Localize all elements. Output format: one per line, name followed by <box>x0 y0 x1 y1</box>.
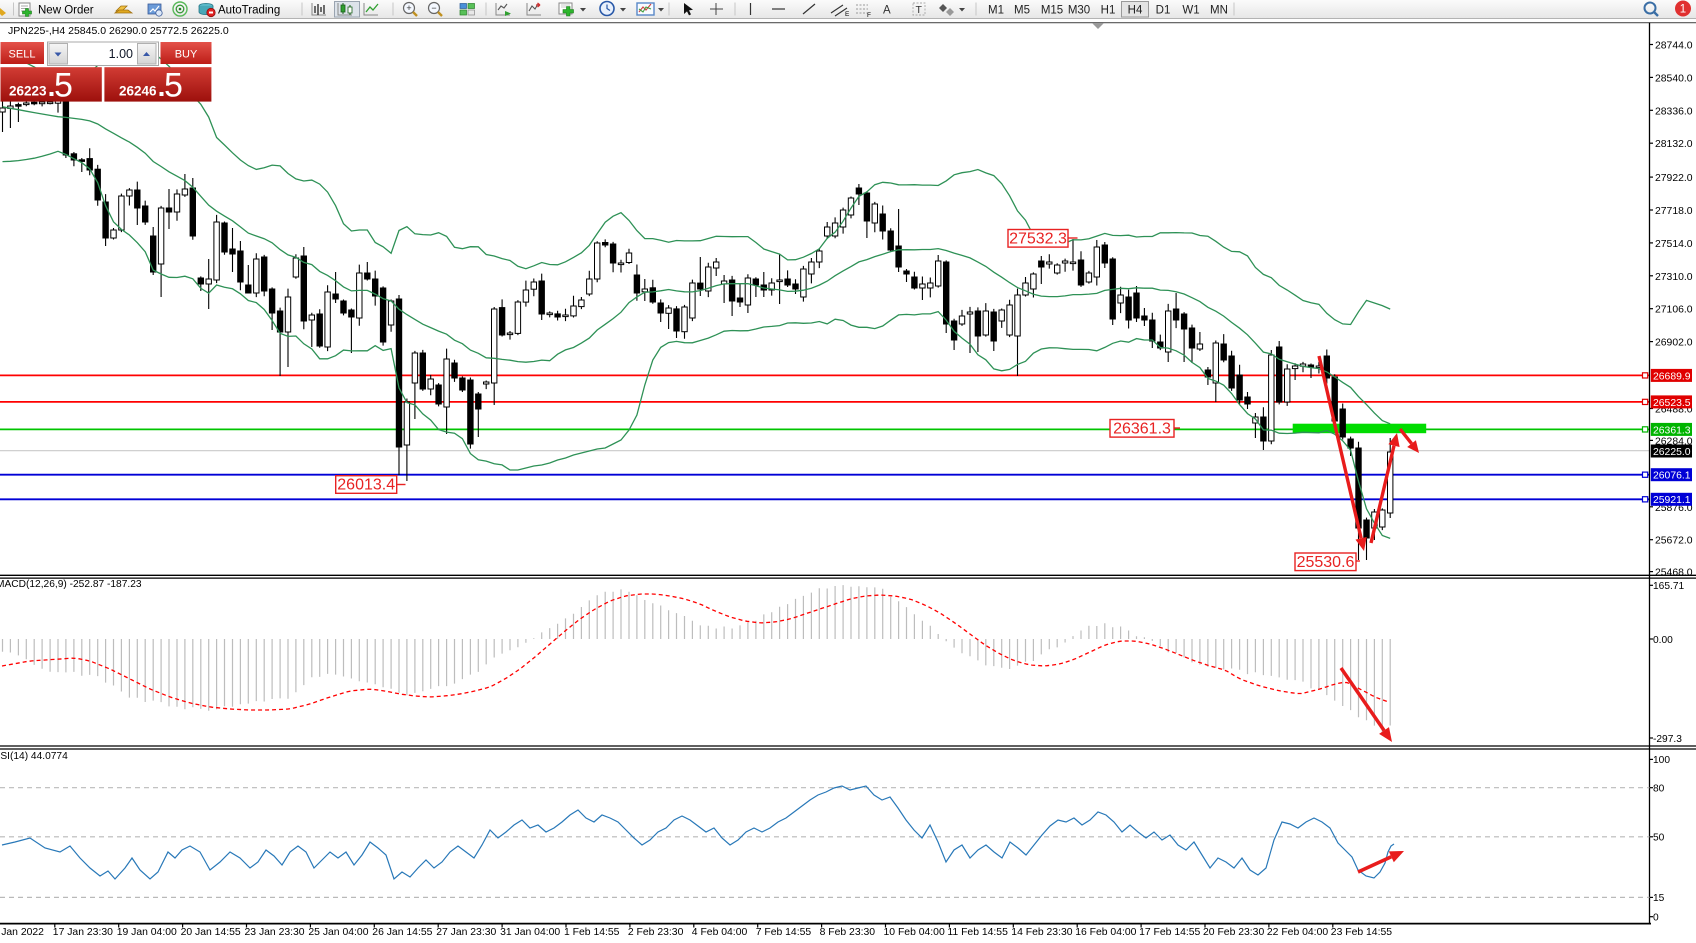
svg-text:27718.0: 27718.0 <box>1655 206 1693 217</box>
svg-text:25876.0: 25876.0 <box>1655 503 1693 514</box>
svg-text:17 Feb 14:55: 17 Feb 14:55 <box>1139 927 1200 938</box>
svg-text:23 Jan 23:30: 23 Jan 23:30 <box>245 927 305 938</box>
svg-text:165.71: 165.71 <box>1653 581 1684 592</box>
svg-text:Jan 2022: Jan 2022 <box>1 927 44 938</box>
svg-text:26246: 26246 <box>119 84 157 99</box>
svg-text:4 Feb 04:00: 4 Feb 04:00 <box>692 927 748 938</box>
svg-text:26223: 26223 <box>9 84 47 99</box>
svg-text:28336.0: 28336.0 <box>1655 106 1693 117</box>
svg-text:28540.0: 28540.0 <box>1655 73 1693 84</box>
svg-text:8 Feb 23:30: 8 Feb 23:30 <box>820 927 876 938</box>
svg-text:27532.3: 27532.3 <box>1009 231 1067 248</box>
svg-text:25921.1: 25921.1 <box>1653 495 1691 506</box>
svg-text:W1: W1 <box>1182 5 1199 17</box>
svg-text:27106.0: 27106.0 <box>1655 305 1693 316</box>
svg-text:7 Feb 14:55: 7 Feb 14:55 <box>756 927 812 938</box>
svg-text:F: F <box>867 12 871 19</box>
svg-text:26523.5: 26523.5 <box>1653 398 1691 409</box>
svg-text:26 Jan 14:55: 26 Jan 14:55 <box>372 927 432 938</box>
svg-text:80: 80 <box>1653 784 1665 795</box>
svg-text:10 Feb 04:00: 10 Feb 04:00 <box>884 927 945 938</box>
svg-text:25468.0: 25468.0 <box>1655 568 1693 579</box>
svg-text:1 Feb 14:55: 1 Feb 14:55 <box>564 927 620 938</box>
svg-text:50: 50 <box>1653 833 1665 844</box>
svg-text:1: 1 <box>1680 4 1686 16</box>
svg-text:22 Feb 04:00: 22 Feb 04:00 <box>1267 927 1328 938</box>
svg-text:19 Jan 04:00: 19 Jan 04:00 <box>117 927 177 938</box>
svg-text:MACD(12,26,9) -252.87 -187.23: MACD(12,26,9) -252.87 -187.23 <box>0 579 142 590</box>
svg-text:0.00: 0.00 <box>1653 635 1673 646</box>
svg-text:MN: MN <box>1210 5 1228 17</box>
svg-text:JPN225-,H4 25845.0 26290.0 25: JPN225-,H4 25845.0 26290.0 25772.5 26225… <box>8 25 229 37</box>
svg-text:27514.0: 27514.0 <box>1655 239 1693 250</box>
svg-text:H4: H4 <box>1128 5 1143 17</box>
svg-text:26488.0: 26488.0 <box>1655 405 1693 416</box>
svg-text:New Order: New Order <box>38 5 94 17</box>
svg-text:25530.6: 25530.6 <box>1297 554 1355 571</box>
svg-text:E: E <box>845 11 850 18</box>
svg-text:26689.9: 26689.9 <box>1653 371 1691 382</box>
svg-text:RSI(14) 44.0774: RSI(14) 44.0774 <box>0 751 68 762</box>
svg-text:-297.3: -297.3 <box>1653 734 1682 745</box>
svg-text:25 Jan 04:00: 25 Jan 04:00 <box>308 927 368 938</box>
svg-text:100: 100 <box>1653 755 1670 766</box>
svg-text:14 Feb 23:30: 14 Feb 23:30 <box>1011 927 1072 938</box>
svg-text:−: − <box>431 3 436 13</box>
svg-text:SELL: SELL <box>9 49 36 61</box>
svg-text:26076.1: 26076.1 <box>1653 471 1691 482</box>
svg-text:11 Feb 14:55: 11 Feb 14:55 <box>947 927 1008 938</box>
svg-text:28132.0: 28132.0 <box>1655 139 1693 150</box>
svg-text:17 Jan 23:30: 17 Jan 23:30 <box>53 927 113 938</box>
svg-text:26284.0: 26284.0 <box>1655 436 1693 447</box>
svg-text:15: 15 <box>1653 893 1665 904</box>
svg-text:26013.4: 26013.4 <box>337 477 395 494</box>
svg-text:BUY: BUY <box>175 49 198 61</box>
svg-text:28744.0: 28744.0 <box>1655 41 1693 52</box>
svg-text:M1: M1 <box>988 5 1004 17</box>
svg-text:26225.0: 26225.0 <box>1653 447 1691 458</box>
svg-text:27310.0: 27310.0 <box>1655 272 1693 283</box>
svg-text:26361.3: 26361.3 <box>1113 421 1171 438</box>
svg-text:1.00: 1.00 <box>109 47 133 61</box>
svg-text:27 Jan 23:30: 27 Jan 23:30 <box>436 927 496 938</box>
svg-text:5: 5 <box>164 67 183 105</box>
svg-text:H1: H1 <box>1101 5 1116 17</box>
svg-text:16 Feb 04:00: 16 Feb 04:00 <box>1075 927 1136 938</box>
svg-text:25672.0: 25672.0 <box>1655 536 1693 547</box>
svg-text:27922.0: 27922.0 <box>1655 173 1693 184</box>
svg-text:M30: M30 <box>1068 5 1090 17</box>
svg-text:23 Feb 14:55: 23 Feb 14:55 <box>1331 927 1392 938</box>
svg-text:T: T <box>916 4 923 16</box>
svg-text:26361.3: 26361.3 <box>1653 425 1691 436</box>
svg-text:26902.0: 26902.0 <box>1655 338 1693 349</box>
svg-text:D1: D1 <box>1156 5 1171 17</box>
svg-text:2 Feb 23:30: 2 Feb 23:30 <box>628 927 684 938</box>
svg-text:5: 5 <box>54 67 73 105</box>
svg-text:+: + <box>406 3 411 13</box>
svg-text:0: 0 <box>1653 913 1659 924</box>
svg-text:20 Feb 23:30: 20 Feb 23:30 <box>1203 927 1264 938</box>
svg-text:20 Jan 14:55: 20 Jan 14:55 <box>181 927 241 938</box>
svg-text:M15: M15 <box>1041 5 1063 17</box>
svg-text:A: A <box>883 5 891 17</box>
svg-text:AutoTrading: AutoTrading <box>218 5 280 17</box>
svg-text:M5: M5 <box>1014 5 1030 17</box>
svg-text:31 Jan 04:00: 31 Jan 04:00 <box>500 927 560 938</box>
